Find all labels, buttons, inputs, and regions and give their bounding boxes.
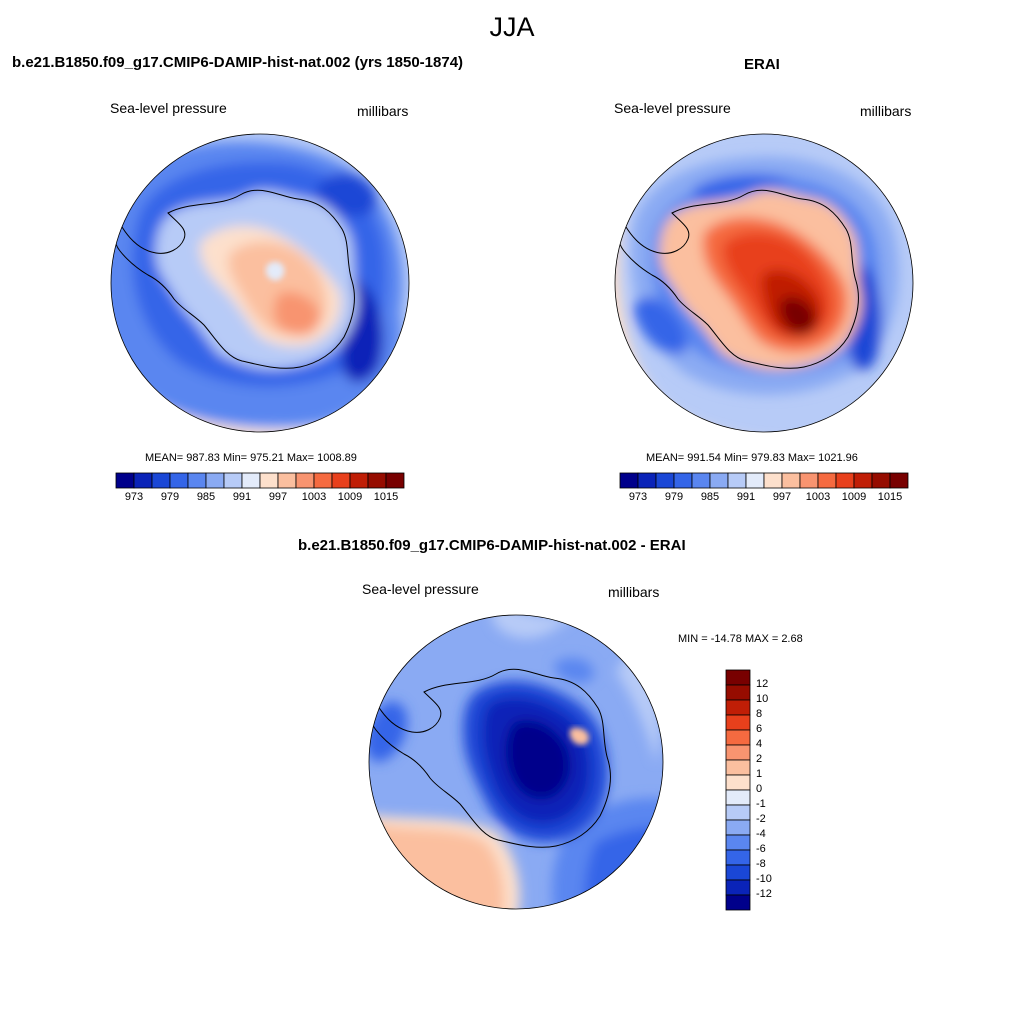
panel1-title: b.e21.B1850.f09_g17.CMIP6-DAMIP-hist-nat… (12, 54, 464, 71)
colorbar-swatch (727, 472, 747, 489)
colorbar-swatch (725, 804, 751, 821)
panel1-stats: MEAN= 987.83 Min= 975.21 Max= 1008.89 (145, 452, 357, 464)
colorbar-swatch (709, 472, 729, 489)
panel2-units-label: millibars (860, 103, 912, 119)
colorbar-tick-label: -4 (756, 828, 766, 840)
panel3-stats: MIN = -14.78 MAX = 2.68 (678, 633, 803, 645)
colorbar-tick-label: -2 (756, 813, 766, 825)
colorbar-tick-label: 991 (736, 491, 756, 503)
colorbar-tick-label: 4 (756, 738, 763, 750)
colorbar-tick-label: 997 (772, 491, 792, 503)
colorbar-swatch (223, 472, 243, 489)
colorbar-swatch (277, 472, 297, 489)
colorbar-tick-label: 2 (756, 753, 763, 765)
panel3-title: b.e21.B1850.f09_g17.CMIP6-DAMIP-hist-nat… (298, 537, 686, 554)
colorbar-swatch (817, 472, 837, 489)
colorbar-swatch (313, 472, 333, 489)
colorbar-swatch (349, 472, 369, 489)
colorbar-tick-label: 8 (756, 708, 763, 720)
colorbar-swatch (725, 699, 751, 716)
colorbar-tick-label: 0 (756, 783, 763, 795)
colorbar-swatch (259, 472, 279, 489)
colorbar-swatch (655, 472, 675, 489)
colorbar-swatch (725, 834, 751, 851)
colorbar-tick-label: 12 (756, 678, 769, 690)
colorbar-tick-label: 985 (700, 491, 720, 503)
colorbar-tick-label: 973 (628, 491, 648, 503)
colorbar-tick-label: 991 (232, 491, 252, 503)
colorbar-tick-label: -12 (756, 888, 772, 900)
panel3-map (368, 614, 664, 910)
colorbar-swatch (745, 472, 765, 489)
colorbar-swatch (725, 774, 751, 791)
panel1-variable-label: Sea-level pressure (110, 100, 227, 116)
colorbar-swatch (725, 864, 751, 881)
colorbar-tick-label: 979 (160, 491, 180, 503)
colorbar-swatch (725, 849, 751, 866)
panel3-units-label: millibars (608, 584, 660, 600)
colorbar-swatch (187, 472, 207, 489)
colorbar-tick-label: 985 (196, 491, 216, 503)
colorbar-swatch (205, 472, 225, 489)
colorbar-tick-label: -10 (756, 873, 772, 885)
colorbar-tick-label: 1003 (301, 491, 327, 503)
colorbar-swatch (295, 472, 315, 489)
colorbar-swatch (673, 472, 693, 489)
colorbar-swatch (725, 879, 751, 896)
colorbar-swatch (151, 472, 171, 489)
panel2-title: ERAI (744, 56, 780, 73)
colorbar-swatch (763, 472, 783, 489)
colorbar-tick-label: 973 (124, 491, 144, 503)
colorbar-swatch (835, 472, 855, 489)
colorbar-swatch (169, 472, 189, 489)
page-title: JJA (489, 12, 535, 42)
colorbar-tick-label: 1009 (841, 491, 867, 503)
panel1-colorbar (115, 472, 405, 489)
colorbar-swatch (637, 472, 657, 489)
colorbar-swatch (781, 472, 801, 489)
colorbar-swatch (331, 472, 351, 489)
colorbar-swatch (853, 472, 873, 489)
colorbar-tick-label: 997 (268, 491, 288, 503)
colorbar-swatch (619, 472, 639, 489)
colorbar-swatch (725, 819, 751, 836)
colorbar-tick-label: 1003 (805, 491, 831, 503)
colorbar-swatch (725, 729, 751, 746)
colorbar-swatch (725, 684, 751, 701)
panel3-colorbar (725, 669, 751, 911)
colorbar-swatch (115, 472, 135, 489)
colorbar-tick-label: 1009 (337, 491, 363, 503)
colorbar-swatch (725, 744, 751, 761)
colorbar-swatch (871, 472, 891, 489)
panel2-stats: MEAN= 991.54 Min= 979.83 Max= 1021.96 (646, 452, 858, 464)
colorbar-tick-label: 1 (756, 768, 763, 780)
colorbar-swatch (691, 472, 711, 489)
colorbar-swatch (889, 472, 909, 489)
panel1-units-label: millibars (357, 103, 409, 119)
colorbar-swatch (385, 472, 405, 489)
colorbar-swatch (799, 472, 819, 489)
colorbar-tick-label: 1015 (877, 491, 903, 503)
colorbar-swatch (725, 789, 751, 806)
panel3-variable-label: Sea-level pressure (362, 581, 479, 597)
colorbar-swatch (133, 472, 153, 489)
colorbar-swatch (725, 714, 751, 731)
colorbar-swatch (725, 894, 751, 911)
colorbar-tick-label: 979 (664, 491, 684, 503)
panel2-map (614, 133, 914, 433)
panel2-colorbar (619, 472, 909, 489)
colorbar-tick-label: -6 (756, 843, 766, 855)
colorbar-tick-label: -1 (756, 798, 766, 810)
colorbar-tick-label: 10 (756, 693, 769, 705)
colorbar-tick-label: 6 (756, 723, 763, 735)
colorbar-swatch (367, 472, 387, 489)
colorbar-tick-label: -8 (756, 858, 766, 870)
panel2-variable-label: Sea-level pressure (614, 100, 731, 116)
panel1-map (110, 133, 410, 433)
colorbar-swatch (241, 472, 261, 489)
colorbar-swatch (725, 669, 751, 686)
colorbar-swatch (725, 759, 751, 776)
colorbar-tick-label: 1015 (373, 491, 399, 503)
